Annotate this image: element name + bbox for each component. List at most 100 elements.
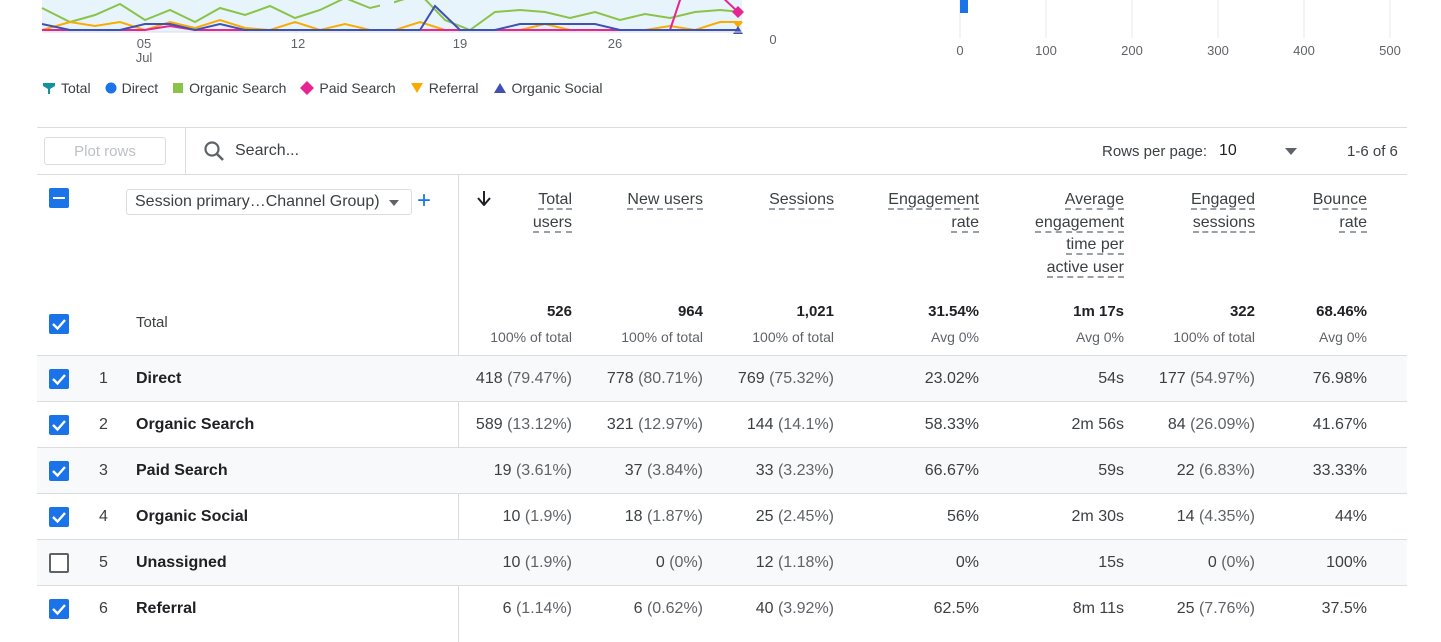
cell-value: 22 [1176, 462, 1195, 479]
cell-value: 40 [755, 600, 774, 617]
row-number: 6 [99, 600, 108, 617]
table-row[interactable]: 2 Organic Search 589 (13.12%) 321 (12.97%) 1… [37, 401, 1407, 448]
total-value: 1,021 [796, 303, 834, 320]
row-number: 3 [99, 462, 108, 479]
legend-label: Referral [428, 80, 479, 96]
column-header-text: rate [1339, 213, 1367, 233]
table-cell: 25 (2.45%) [756, 508, 834, 526]
table-cell: 37.5% [1322, 600, 1367, 618]
table-cell: 33.33% [1313, 462, 1367, 480]
x-tick-label: 300 [1207, 43, 1229, 58]
cell-value: 12 [755, 554, 774, 571]
search-icon [204, 141, 224, 161]
row-checkbox[interactable] [49, 415, 69, 435]
row-checkbox[interactable] [49, 461, 69, 481]
chevron-down-icon[interactable] [1285, 148, 1297, 155]
circle-icon [105, 82, 117, 94]
legend-item-organic-search[interactable]: Organic Search [172, 80, 286, 96]
cell-value: 10 [502, 554, 521, 571]
cell-value: 25 [755, 508, 774, 525]
plot-rows-button[interactable]: Plot rows [44, 137, 166, 165]
total-value: 31.54% [928, 303, 979, 320]
column-header-text: Average [1064, 191, 1124, 210]
search-input[interactable] [235, 138, 635, 164]
referral-marker [733, 22, 743, 28]
row-label: Direct [136, 370, 182, 387]
legend-item-organic-social[interactable]: Organic Social [493, 80, 603, 96]
cell-value: 25 [1176, 600, 1195, 617]
cell-value: 778 [606, 370, 634, 387]
bar-chart-x-ticks: 0 100 200 300 400 500 [956, 43, 1400, 58]
cell-percent: (6.83%) [1194, 462, 1255, 479]
cell-value: 6 [502, 600, 512, 617]
x-tick-label: 05 [137, 36, 151, 51]
table-cell: 22 (6.83%) [1177, 462, 1255, 480]
cell-value: 58.33% [924, 416, 979, 433]
table-cell: 15s [1098, 554, 1124, 572]
cell-value: 41.67% [1312, 416, 1367, 433]
cell-percent: (0%) [664, 554, 703, 571]
total-value: 1m 17s [1073, 303, 1124, 320]
x-tick-label: 100 [1035, 43, 1057, 58]
rows-per-page-label: Rows per page: [1102, 143, 1208, 160]
table-cell: 100% [1326, 554, 1367, 572]
dimension-select[interactable]: Session primary…Channel Group) [126, 189, 412, 215]
column-header-text: Total [538, 191, 572, 210]
row-checkbox[interactable] [49, 599, 69, 619]
legend-item-referral[interactable]: Referral [410, 80, 479, 96]
select-all-checkbox[interactable] [49, 188, 69, 208]
legend-item-total[interactable]: Total [42, 80, 91, 96]
column-header-text: rate [951, 213, 979, 233]
cell-value: 56% [946, 508, 979, 525]
cell-percent: (3.92%) [773, 600, 834, 617]
sort-descending-icon[interactable] [477, 190, 491, 206]
table-row[interactable]: 4 Organic Social 10 (1.9%) 18 (1.87%) 25 (2.… [37, 493, 1407, 540]
x-axis-ticks: 05 Jul 12 19 26 0 [136, 32, 777, 65]
direct-line [41, 4, 738, 32]
table-row[interactable]: 3 Paid Search 19 (3.61%) 37 (3.84%) 33 (3.23… [37, 447, 1407, 494]
column-header[interactable]: Engagement rate [888, 189, 979, 234]
row-checkbox[interactable] [49, 507, 69, 527]
cell-percent: (2.45%) [773, 508, 834, 525]
column-divider [458, 175, 459, 642]
cell-value: 0 [655, 554, 665, 571]
legend-item-paid-search[interactable]: Paid Search [300, 80, 396, 96]
cell-percent: (3.61%) [511, 462, 572, 479]
cell-percent: (7.76%) [1194, 600, 1255, 617]
cell-value: 177 [1158, 370, 1186, 387]
table-cell: 0 (0%) [1208, 554, 1255, 572]
rows-per-page-select[interactable]: 10 [1219, 142, 1237, 159]
square-icon [173, 83, 184, 93]
chevron-down-icon [389, 200, 399, 206]
column-header-text: Engaged [1190, 191, 1255, 210]
table-cell: 62.5% [934, 600, 979, 618]
total-row-label: Total [136, 314, 168, 331]
legend-label: Direct [121, 80, 159, 96]
check-icon [52, 420, 66, 432]
row-checkbox[interactable] [49, 369, 69, 389]
column-header-text: engagement [1035, 213, 1124, 233]
table-toolbar: Plot rows Rows per page: 10 1-6 of 6 [37, 128, 1407, 175]
row-checkbox[interactable] [49, 553, 69, 573]
add-dimension-button[interactable]: + [417, 187, 432, 214]
table-cell: 54s [1098, 370, 1124, 388]
column-header[interactable]: Sessions [769, 189, 834, 212]
cell-percent: (13.12%) [502, 416, 572, 433]
column-header[interactable]: Bounce rate [1312, 189, 1367, 234]
column-header[interactable]: Total users [532, 189, 572, 234]
column-header[interactable]: Average engagement time per active user [1035, 189, 1124, 279]
cell-percent: (26.09%) [1185, 416, 1255, 433]
column-header[interactable]: New users [627, 189, 703, 212]
row-label: Paid Search [136, 462, 228, 479]
cell-percent: (1.87%) [642, 508, 703, 525]
total-value: 526 [546, 303, 572, 320]
triangle-up-icon [493, 83, 506, 93]
legend-item-direct[interactable]: Direct [105, 80, 159, 96]
total-row-checkbox[interactable] [49, 314, 69, 334]
table-row[interactable]: 6 Referral 6 (1.14%) 6 (0.62%) 40 (3.92%) 62.… [37, 585, 1407, 632]
cell-value: 2m 56s [1071, 416, 1124, 433]
cell-percent: (79.47%) [502, 370, 572, 387]
column-header[interactable]: Engaged sessions [1190, 189, 1255, 234]
table-row[interactable]: 5 Unassigned 10 (1.9%) 0 (0%) 12 (1.18%) 0% 15… [37, 539, 1407, 586]
table-row[interactable]: 1 Direct 418 (79.47%) 778 (80.71%) 769 (75.3… [37, 355, 1407, 402]
